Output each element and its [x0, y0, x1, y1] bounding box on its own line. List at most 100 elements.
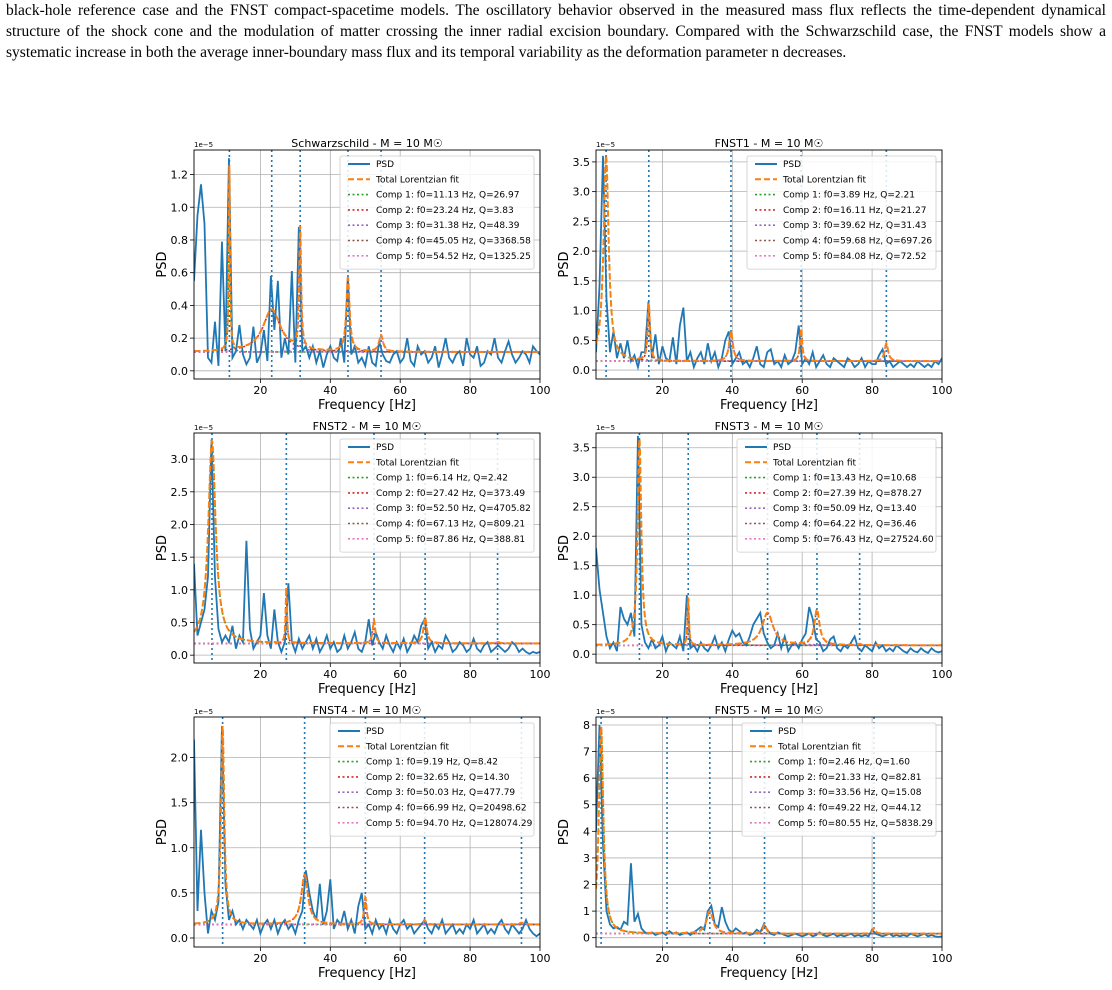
psd-line [596, 155, 942, 371]
total-fit-line [596, 439, 942, 647]
x-tick-label: 20 [655, 952, 669, 965]
y-tick-label: 2.0 [171, 752, 189, 765]
y-tick-label: 4 [583, 825, 590, 838]
x-axis-label: Frequency [Hz] [318, 398, 416, 413]
paragraph-text: black-hole reference case and the FNST c… [6, 2, 1106, 61]
legend-box [736, 438, 937, 553]
legend: PSD Total Lorentzian fit Comp 1: f0=9.19 H… [329, 722, 535, 837]
legend-label: Comp 3: f0=50.09 Hz, Q=13.40 [773, 504, 917, 514]
legend-label: Comp 1: f0=9.19 Hz, Q=8.42 [366, 758, 498, 768]
x-tick-label: 20 [655, 668, 669, 681]
component-curve [596, 607, 942, 647]
y-tick-label: 3.5 [573, 156, 591, 169]
y-tick-label: 2.5 [573, 215, 591, 228]
y-tick-label: 1.5 [573, 275, 591, 288]
legend-label: Total Lorentzian fit [365, 742, 449, 752]
legend-label: Comp 4: f0=45.05 Hz, Q=3368.58 [376, 237, 531, 247]
x-tick-label: 100 [932, 668, 953, 681]
y-axis-label: PSD [557, 535, 572, 561]
legend-box [329, 722, 535, 837]
x-axis-label: Frequency [Hz] [318, 966, 416, 981]
y-tick-label: 2.5 [171, 486, 189, 499]
x-tick-label: 80 [865, 952, 879, 965]
y-tick-label: 0.0 [573, 648, 591, 661]
y-tick-label: 0.0 [573, 364, 591, 377]
total-fit-line [596, 155, 942, 363]
legend-box [741, 722, 937, 837]
y-tick-label: 0.5 [573, 334, 591, 347]
y-exponent-label: 1e−5 [596, 708, 615, 716]
y-tick-label: 6 [583, 772, 590, 785]
x-tick-label: 60 [393, 384, 407, 397]
x-tick-label: 40 [725, 668, 739, 681]
legend-label: PSD [366, 727, 384, 737]
y-tick-label: 0 [583, 932, 590, 945]
y-tick-label: 0.5 [171, 616, 189, 629]
chart-panel: 20 40 60 80 100 0 1 2 3 4 5 6 7 8 1e−5 Frequency [Hz] PS… [557, 704, 953, 981]
body-paragraph: black-hole reference case and the FNST c… [6, 0, 1106, 63]
y-tick-label: 0.0 [171, 649, 189, 662]
component-curve [596, 329, 942, 362]
psd-line [194, 439, 540, 655]
x-tick-label: 40 [725, 384, 739, 397]
y-tick-label: 2 [583, 879, 590, 892]
y-tick-label: 2.0 [573, 245, 591, 258]
y-tick-label: 3.0 [573, 471, 591, 484]
legend-label: Comp 3: f0=50.03 Hz, Q=477.79 [366, 788, 515, 798]
legend-label: Comp 2: f0=32.65 Hz, Q=14.30 [366, 773, 510, 783]
psd-line [596, 435, 942, 655]
legend-label: Comp 5: f0=87.86 Hz, Q=388.81 [376, 535, 525, 545]
y-exponent-label: 1e−5 [194, 141, 213, 149]
y-tick-label: 3.0 [171, 453, 189, 466]
legend: PSD Total Lorentzian fit Comp 1: f0=6.14 H… [339, 438, 535, 553]
chart-title: FNST3 - M = 10 M☉ [715, 420, 824, 433]
y-tick-label: 0.5 [171, 887, 189, 900]
y-tick-label: 2.5 [573, 501, 591, 514]
chart-title: Schwarzschild - M = 10 M☉ [291, 137, 442, 150]
y-tick-label: 1.2 [171, 169, 189, 182]
y-tick-label: 0.8 [171, 234, 189, 247]
y-tick-label: 1.5 [573, 560, 591, 573]
legend-label: Total Lorentzian fit [772, 458, 856, 468]
legend-label: Comp 2: f0=27.39 Hz, Q=878.27 [773, 489, 922, 499]
legend-label: Comp 4: f0=49.22 Hz, Q=44.12 [778, 804, 921, 814]
legend-label: Comp 5: f0=94.70 Hz, Q=128074.29 [366, 819, 533, 829]
y-tick-label: 1.0 [171, 584, 189, 597]
y-axis-label: PSD [155, 251, 170, 277]
x-tick-label: 40 [725, 952, 739, 965]
x-tick-label: 20 [655, 384, 669, 397]
component-curve [596, 910, 942, 935]
total-fit-line [194, 165, 540, 353]
y-tick-label: 1.0 [171, 201, 189, 214]
y-axis-label: PSD [155, 819, 170, 845]
x-tick-label: 100 [932, 952, 953, 965]
legend-label: Comp 5: f0=76.43 Hz, Q=27524.60 [773, 535, 934, 545]
legend-label: Comp 1: f0=11.13 Hz, Q=26.97 [376, 191, 519, 201]
y-tick-label: 2.0 [573, 530, 591, 543]
total-fit-line [194, 439, 540, 645]
axes-frame [595, 716, 943, 948]
psd-line [194, 726, 540, 938]
psd-line [194, 158, 540, 370]
y-tick-label: 0.2 [171, 332, 189, 345]
legend-label: Comp 1: f0=13.43 Hz, Q=10.68 [773, 474, 917, 484]
plot-area [596, 717, 942, 947]
y-tick-label: 0.0 [171, 365, 189, 378]
y-tick-label: 1.0 [573, 305, 591, 318]
y-tick-label: 0.4 [171, 299, 189, 312]
legend-label: Total Lorentzian fit [777, 742, 861, 752]
axes-frame [193, 716, 541, 948]
chart-title: FNST4 - M = 10 M☉ [313, 704, 422, 717]
legend-label: Comp 2: f0=23.24 Hz, Q=3.83 [376, 206, 514, 216]
y-tick-label: 1.5 [171, 551, 189, 564]
x-axis-label: Frequency [Hz] [318, 682, 416, 697]
legend-label: Comp 2: f0=16.11 Hz, Q=21.27 [783, 206, 926, 216]
legend-label: Comp 5: f0=54.52 Hz, Q=1325.25 [376, 252, 531, 262]
y-axis-label: PSD [155, 535, 170, 561]
x-tick-label: 100 [530, 384, 551, 397]
legend-label: Comp 3: f0=33.56 Hz, Q=15.08 [778, 788, 922, 798]
legend-label: PSD [376, 443, 394, 453]
x-tick-label: 60 [795, 952, 809, 965]
total-fit-line [596, 723, 942, 935]
